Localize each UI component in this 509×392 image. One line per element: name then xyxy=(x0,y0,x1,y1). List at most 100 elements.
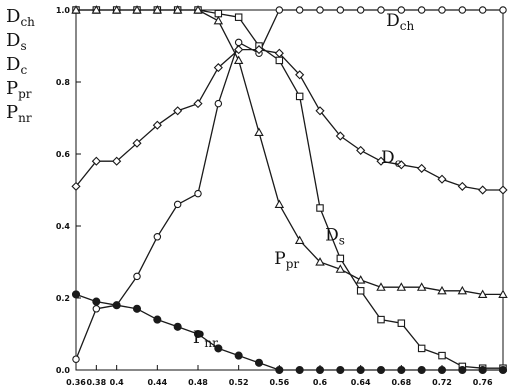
data-point-dch xyxy=(133,272,141,281)
series-line-ppr xyxy=(76,9,503,296)
data-point-dc xyxy=(274,48,284,58)
data-point-ppr xyxy=(254,127,264,136)
ylabel-stack-item: Dc xyxy=(6,54,27,77)
data-point-ppr xyxy=(152,5,163,14)
data-point-dch xyxy=(194,189,202,198)
data-point-ds xyxy=(316,204,324,212)
data-point-dc xyxy=(71,181,81,191)
data-point-dc xyxy=(437,174,447,184)
x-tick-label: 0.44 xyxy=(147,378,167,387)
data-point-ppr xyxy=(477,289,488,298)
series-label-ds-sub: s xyxy=(339,233,345,247)
data-point-dc xyxy=(234,45,244,55)
x-tick-label: 0.76 xyxy=(473,378,493,387)
data-point-dc xyxy=(213,63,223,73)
data-point-pnr xyxy=(193,329,203,339)
data-point-dc xyxy=(335,131,345,141)
series-dc xyxy=(71,45,508,195)
series-label-ds-main: D xyxy=(325,225,339,245)
data-point-dch xyxy=(377,6,385,14)
data-point-dc xyxy=(315,106,325,116)
data-point-dc xyxy=(193,99,203,109)
series-label-pnr-main: P xyxy=(193,328,204,348)
x-tick-label: 0.38 xyxy=(86,378,106,387)
y-tick-label: 0.4 xyxy=(56,222,71,231)
data-point-pnr xyxy=(173,322,182,331)
y-tick-label: 0.8 xyxy=(56,78,71,87)
y-tick-label: 0.6 xyxy=(56,150,71,159)
x-tick-label: 0.52 xyxy=(229,378,249,387)
series-line-dc xyxy=(75,48,503,191)
ylabel-stack-item-main: D xyxy=(6,6,20,27)
data-point-ds xyxy=(336,254,345,263)
data-point-pnr xyxy=(234,351,243,360)
series-label-pnr: Pnr xyxy=(193,328,218,350)
data-point-ppr xyxy=(457,285,468,295)
data-point-dch xyxy=(458,6,467,14)
data-point-pnr xyxy=(458,365,467,375)
series-ppr xyxy=(71,5,508,298)
ylabel-stack-item-sub: nr xyxy=(18,111,32,125)
data-point-dc xyxy=(91,156,101,166)
data-point-dc xyxy=(417,163,427,173)
x-tick-label: 0.72 xyxy=(432,378,452,387)
data-point-ds xyxy=(397,319,406,327)
y-tick-label: 0.0 xyxy=(56,366,71,375)
data-point-pnr xyxy=(112,301,121,310)
data-point-pnr xyxy=(132,304,142,313)
x-tick-label: 0.68 xyxy=(391,378,411,387)
ylabel-stack-item: Ds xyxy=(6,30,27,53)
data-point-pnr xyxy=(437,365,447,375)
data-point-dch xyxy=(72,355,80,363)
data-point-dch xyxy=(92,305,101,313)
data-point-ppr xyxy=(396,282,407,291)
data-point-pnr xyxy=(478,365,487,375)
data-point-ppr xyxy=(111,5,122,14)
data-point-ds xyxy=(275,56,284,65)
y-axis: 0.0 0.2 0.4 0.6 0.8 1.0 xyxy=(56,6,81,375)
y-tick-label: 0.2 xyxy=(56,294,70,303)
series-dch xyxy=(72,6,507,363)
series-pnr xyxy=(71,290,508,375)
series-label-ppr-sub: pr xyxy=(286,257,300,271)
series-layer xyxy=(71,5,508,375)
ylabel-stack-item-sub: ch xyxy=(20,15,35,29)
data-point-ppr xyxy=(335,264,346,273)
data-point-dc xyxy=(295,70,305,80)
x-tick-label: 0.56 xyxy=(269,378,289,387)
x-tick-label: 0.6 xyxy=(313,378,328,387)
data-point-ds xyxy=(377,315,385,324)
ylabel-stack-item: Dch xyxy=(6,6,35,29)
data-point-dch xyxy=(417,6,426,14)
data-point-dch xyxy=(499,6,507,14)
series-label-dch: Dch xyxy=(386,11,414,33)
data-point-ds xyxy=(295,92,304,101)
data-point-pnr xyxy=(498,365,508,375)
ylabel-stack-item-main: P xyxy=(6,78,18,99)
data-point-ppr xyxy=(274,199,285,208)
series-label-ppr-main: P xyxy=(274,249,285,269)
data-point-dc xyxy=(254,45,264,55)
x-tick-label: 0.64 xyxy=(351,378,371,387)
series-line-dch xyxy=(75,9,503,360)
data-point-ppr xyxy=(132,5,142,14)
data-point-ppr xyxy=(376,282,386,291)
data-point-dc xyxy=(478,185,488,195)
series-label-dc-sub: c xyxy=(395,156,402,170)
series-label-dch-main: D xyxy=(386,11,400,31)
ylabel-stack-item: Pnr xyxy=(6,102,32,125)
data-point-pnr xyxy=(336,365,345,375)
data-point-ppr xyxy=(498,289,508,298)
data-point-dc xyxy=(112,156,122,166)
data-point-dch xyxy=(336,6,345,14)
series-ds xyxy=(72,6,507,372)
data-point-pnr xyxy=(92,297,101,306)
data-point-dch xyxy=(316,6,324,14)
data-point-dch xyxy=(173,200,182,209)
data-point-ppr xyxy=(355,275,366,284)
series-label-ppr: Ppr xyxy=(274,249,299,271)
ylabel-stack-item: Ppr xyxy=(6,78,32,101)
data-point-ds xyxy=(356,287,365,295)
